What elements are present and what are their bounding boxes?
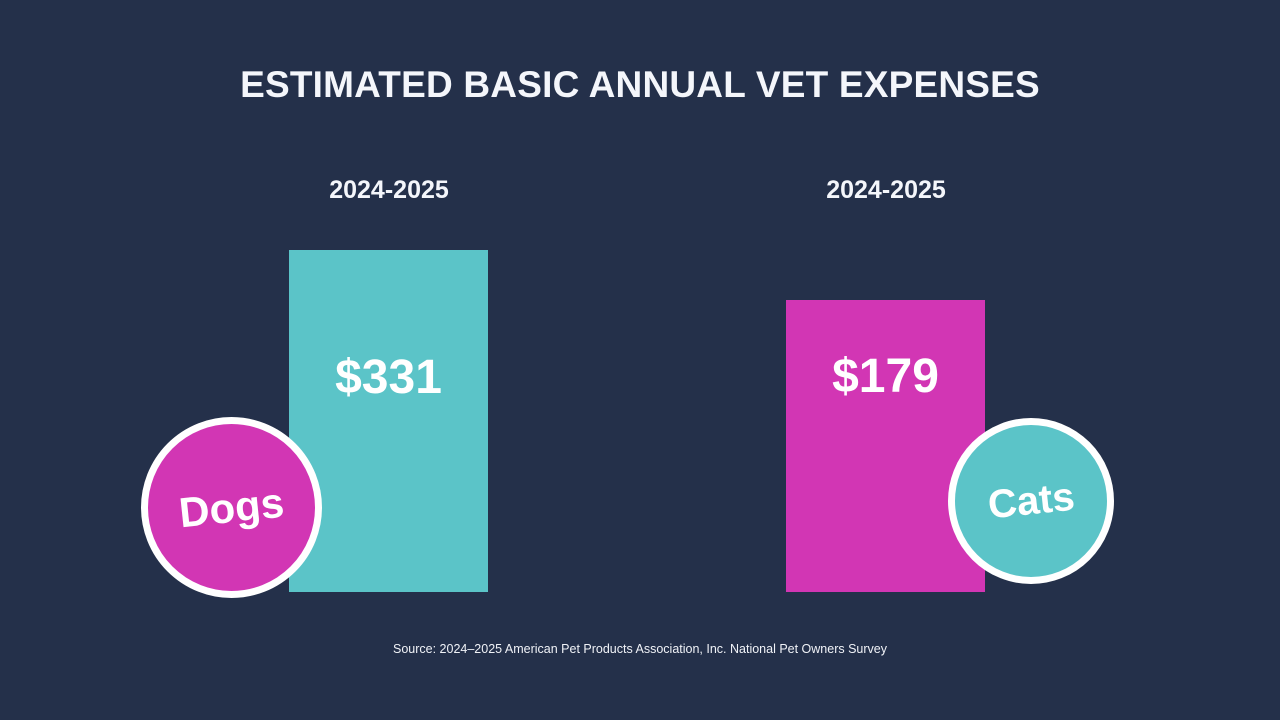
category-badge-cats: Cats <box>948 418 1114 584</box>
chart-title: ESTIMATED BASIC ANNUAL VET EXPENSES <box>240 64 1040 105</box>
bar-cats: $179 <box>786 300 985 592</box>
category-label-dogs: Dogs <box>176 478 287 536</box>
bar-dogs: $331 <box>289 250 488 592</box>
period-label-cats: 2024-2025 <box>826 176 946 204</box>
category-badge-dogs: Dogs <box>141 417 322 598</box>
bar-value-cats: $179 <box>832 350 939 404</box>
source-note: Source: 2024–2025 American Pet Products … <box>392 642 888 656</box>
bar-value-dogs: $331 <box>335 351 442 405</box>
period-label-dogs: 2024-2025 <box>329 176 449 204</box>
category-label-cats: Cats <box>985 474 1077 527</box>
